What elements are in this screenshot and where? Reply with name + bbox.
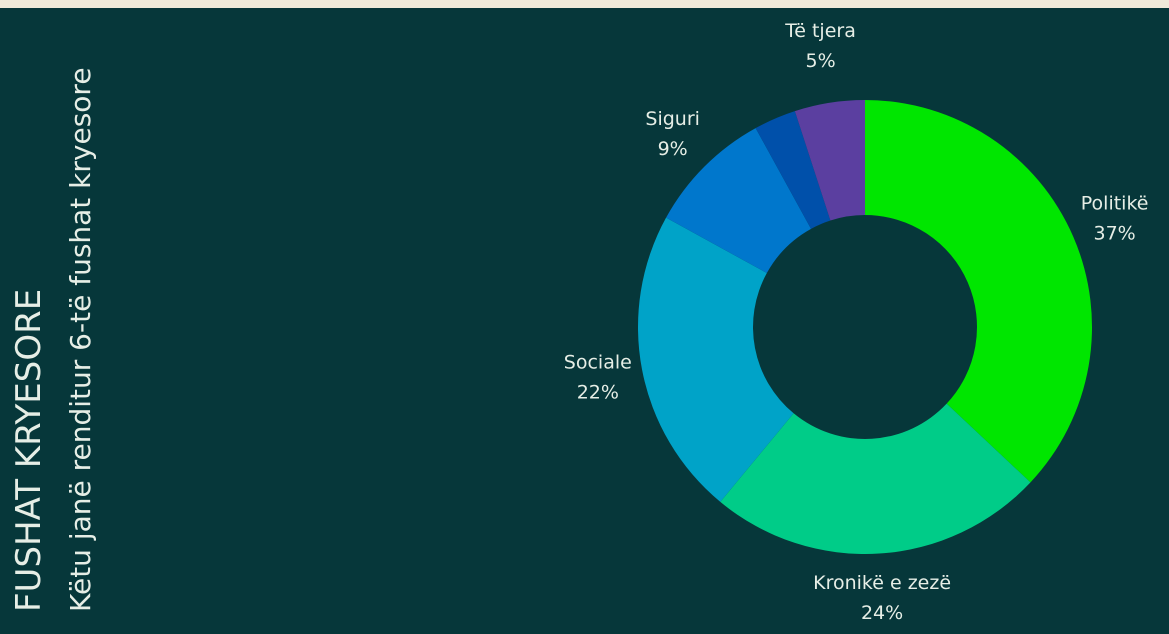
slice-label: Të tjera <box>784 20 856 42</box>
top-bar <box>0 0 1169 8</box>
donut-slice <box>720 403 1031 554</box>
slice-value-label: 5% <box>805 50 835 72</box>
donut-slice <box>666 128 812 274</box>
donut-slice <box>637 217 794 502</box>
slice-value-label: 22% <box>577 381 619 403</box>
slice-label: Siguri <box>645 108 700 130</box>
donut-slice <box>755 111 831 229</box>
slice-value-label: 24% <box>861 602 903 624</box>
slice-value-label: 37% <box>1094 222 1136 244</box>
slice-label: Sociale <box>564 351 632 373</box>
slice-label: Kronikë e zezë <box>813 572 951 594</box>
slice-value-label: 9% <box>658 138 688 160</box>
donut-slice <box>794 100 865 221</box>
slice-label: Politikë <box>1081 192 1149 214</box>
donut-slice <box>865 100 1092 483</box>
